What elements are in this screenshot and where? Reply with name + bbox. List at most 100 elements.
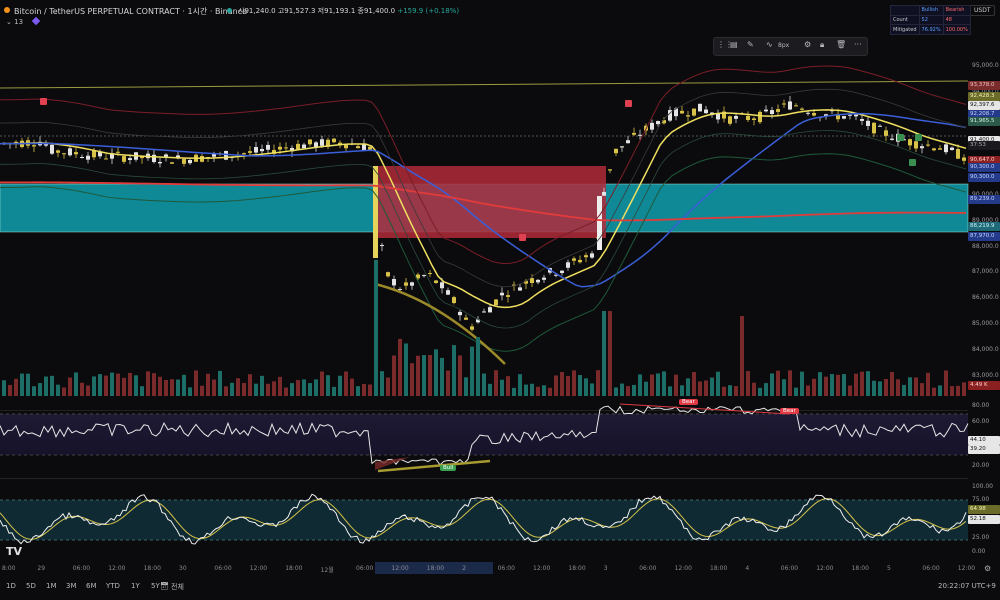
candle-body: [410, 282, 414, 286]
candle-body: [512, 284, 516, 286]
settings-icon[interactable]: ⚙: [804, 40, 812, 49]
rsi-pane: [0, 403, 969, 473]
volume-bar: [110, 372, 114, 396]
candle-body: [452, 297, 456, 304]
settings-gear-icon[interactable]: ⚙: [984, 564, 992, 573]
candle-body: [50, 144, 54, 154]
range-button[interactable]: 5Y: [151, 582, 160, 590]
volume-bar: [608, 311, 612, 396]
candle-body: [674, 108, 678, 117]
range-button[interactable]: 6M: [86, 582, 97, 590]
time-tick-label: 18:00: [285, 565, 303, 572]
candle-body: [416, 274, 420, 279]
candle-body: [680, 110, 684, 114]
range-button[interactable]: 전체: [171, 583, 184, 591]
bear-label-2: Bear: [780, 408, 799, 414]
price-tick-label: 83,000.0: [972, 371, 999, 379]
volume-bar: [50, 375, 54, 396]
candle-body: [446, 290, 450, 295]
time-tick-label: 12월: [320, 567, 334, 574]
volume-bar: [182, 374, 186, 396]
line-style-icon[interactable]: ∿: [766, 40, 773, 49]
candle-body: [272, 149, 276, 154]
drag-handle-icon[interactable]: ⋮⋮: [717, 40, 733, 49]
candle-body: [584, 255, 588, 258]
volume-bar: [200, 385, 204, 396]
price-tag: 89,239.0: [968, 195, 1000, 204]
lock-icon[interactable]: 🔒︎: [820, 40, 825, 49]
line-width-label[interactable]: 8px: [778, 42, 790, 49]
calendar-icon[interactable]: 📅︎: [160, 582, 169, 590]
candle-body: [404, 282, 408, 286]
stoch-tick-label: 25.00: [972, 534, 990, 541]
stoch-pane: [0, 478, 968, 545]
range-button[interactable]: 3M: [66, 582, 77, 590]
price-tick-label: 95,000.0: [972, 62, 999, 69]
range-button[interactable]: 1M: [46, 582, 57, 590]
volume-bar: [584, 378, 588, 396]
volume-bar: [902, 384, 906, 396]
volume-bar: [254, 383, 258, 396]
candle-body: [224, 150, 228, 160]
price-tag: 92,428.3: [968, 92, 1000, 101]
range-button[interactable]: YTD: [106, 582, 120, 590]
volume-bar: [230, 382, 234, 396]
price-tick-label: 85,000.0: [972, 320, 999, 327]
volume-bar: [758, 387, 762, 396]
volume-bar: [374, 259, 378, 396]
candle-body: [872, 122, 876, 134]
volume-bar: [170, 379, 174, 396]
candle-body: [962, 157, 966, 161]
more-button[interactable]: ···: [854, 40, 862, 49]
price-tag: 4.49 K: [968, 381, 1000, 390]
candle-body: [356, 146, 360, 149]
candle-body: [554, 274, 558, 276]
candle-body: [578, 259, 582, 263]
candle-body: [536, 279, 540, 283]
volume-bar: [434, 349, 438, 396]
candle-body: [326, 139, 330, 147]
volume-bar: [812, 378, 816, 396]
time-tick-label: 06:00: [497, 565, 515, 572]
indicator-toggle[interactable]: ⌄ 13: [6, 18, 23, 26]
template-icon[interactable]: ▤: [730, 40, 738, 49]
candle-body: [950, 147, 954, 150]
volume-bar: [272, 381, 276, 396]
candle-body: [836, 113, 840, 120]
volume-bar: [950, 386, 954, 396]
price-tag: 90,647.0: [968, 156, 1000, 165]
candle-body: [506, 295, 510, 297]
stoch-band: [0, 500, 968, 540]
time-tick-label: 8:00: [2, 565, 16, 572]
candle-body: [848, 114, 852, 116]
candle-body: [290, 147, 294, 152]
signal-marker: [519, 234, 526, 241]
time-tick-label: 06:00: [214, 565, 232, 572]
candle-body: [170, 162, 174, 164]
time-tick-label: 4: [745, 565, 750, 572]
symbol-title[interactable]: Bitcoin / TetherUS PERPETUAL CONTRACT · …: [14, 7, 248, 16]
time-tick-label: 06:00: [780, 565, 799, 572]
range-button[interactable]: 1D: [6, 582, 16, 590]
volume-bar: [704, 380, 708, 396]
price-tag: 90,300.0: [968, 173, 1000, 182]
volume-bar: [80, 382, 84, 396]
volume-bar: [926, 372, 930, 396]
volume-bar: [134, 375, 138, 396]
pencil-icon[interactable]: ✎: [747, 40, 754, 49]
stoch-tag: 64.98: [968, 505, 1000, 514]
row-mitigated-bear: 100.00%: [942, 24, 971, 35]
candle-body: [812, 113, 816, 116]
price-tag: 92,397.6: [968, 101, 1000, 110]
range-button[interactable]: 1Y: [131, 582, 140, 590]
volume-bar: [296, 380, 300, 396]
trash-icon[interactable]: 🗑︎: [836, 40, 847, 49]
volume-bar: [152, 373, 156, 396]
candle-body: [734, 116, 738, 119]
range-button[interactable]: 5D: [26, 582, 36, 590]
volume-bar: [650, 374, 654, 396]
volume-bar: [128, 372, 132, 396]
volume-bar: [278, 376, 282, 396]
volume-bar: [398, 338, 402, 396]
